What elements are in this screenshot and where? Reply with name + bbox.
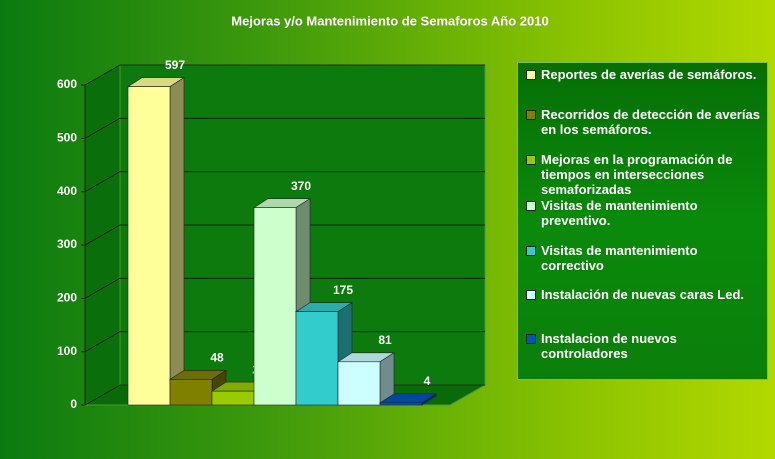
- bar: [253, 207, 297, 406]
- legend-item: Instalacion de nuevos controladores: [526, 331, 762, 361]
- legend-swatch: [526, 290, 536, 300]
- legend-swatch: [526, 201, 536, 211]
- value-label: 370: [291, 179, 311, 193]
- legend-label: Instalacion de nuevos controladores: [541, 331, 677, 361]
- legend-item: Visitas de mantenimiento correctivo: [526, 243, 762, 273]
- value-label: 48: [210, 351, 224, 365]
- grid-line: [84, 64, 485, 86]
- legend-item: Recorridos de detección de averías en lo…: [526, 107, 762, 137]
- legend-label: Mejoras en la programación de tiempos en…: [541, 152, 733, 197]
- legend-item: Visitas de mantenimiento preventivo.: [526, 198, 762, 228]
- legend-item: Mejoras en la programación de tiempos en…: [526, 152, 762, 197]
- bar-side: [169, 77, 185, 406]
- legend-label: Reportes de averías de semáforos.: [541, 67, 757, 82]
- legend-item: Reportes de averías de semáforos.: [526, 67, 762, 82]
- bar: [211, 390, 255, 406]
- legend-item: Instalación de nuevas caras Led.: [526, 287, 762, 302]
- value-label: 81: [378, 333, 392, 347]
- grid-line: [84, 277, 485, 299]
- y-tick-label: 400: [57, 184, 77, 198]
- grid-line: [84, 117, 485, 139]
- legend-label: Visitas de mantenimiento preventivo.: [541, 198, 698, 228]
- legend-label: Visitas de mantenimiento correctivo: [541, 243, 698, 273]
- legend-swatch: [526, 246, 536, 256]
- value-label: 175: [333, 283, 353, 297]
- legend: Reportes de averías de semáforos. Recorri…: [517, 62, 768, 380]
- value-label: 597: [165, 58, 185, 72]
- grid-line: [84, 224, 485, 246]
- y-tick-label: 500: [57, 131, 77, 145]
- bar: [379, 402, 423, 406]
- legend-swatch: [526, 155, 536, 165]
- bar: [295, 311, 339, 406]
- grid-line: [84, 331, 485, 353]
- bar: [337, 361, 381, 406]
- y-tick-label: 100: [57, 344, 77, 358]
- y-tick-label: 600: [57, 77, 77, 91]
- legend-label: Instalación de nuevas caras Led.: [541, 287, 745, 302]
- value-label: 4: [424, 374, 431, 388]
- grid-line: [84, 171, 485, 193]
- bar: [127, 86, 171, 406]
- legend-swatch: [526, 110, 536, 120]
- legend-label: Recorridos de detección de averías en lo…: [541, 107, 760, 137]
- chart-title: Mejoras y/o Mantenimiento de Semaforos A…: [231, 13, 548, 28]
- y-tick-label: 0: [70, 397, 77, 411]
- legend-swatch: [526, 334, 536, 344]
- bar: [169, 379, 213, 406]
- y-tick-label: 200: [57, 291, 77, 305]
- y-tick-label: 300: [57, 237, 77, 251]
- legend-swatch: [526, 70, 536, 80]
